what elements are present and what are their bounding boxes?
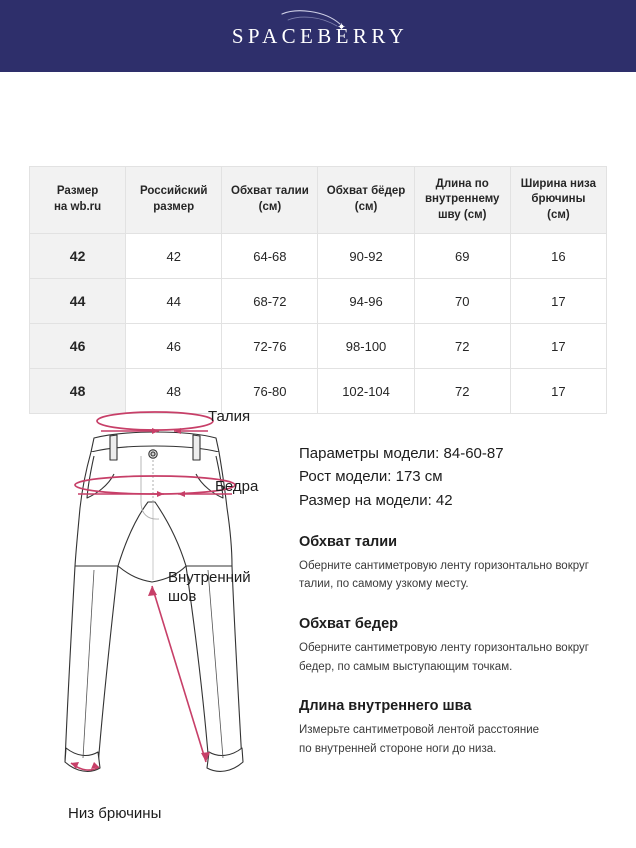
brand-logo: SPACEBERRY [228,10,409,58]
cell-wb-size: 46 [28,323,127,369]
instruction-line: по внутренней стороне ноги до низа. [299,742,497,755]
table-body: 42 42 64-68 90-92 69 16 44 44 68-72 94-9… [28,233,608,414]
instruction-title: Длина внутреннего шва [299,698,472,715]
col-header-wb-size: Размер на wb.ru [28,166,127,234]
col-header-line: шву (см) [437,208,487,221]
waist-measure-ellipse [96,411,214,434]
instruction-hips: Обхват бедер Оберните сантиметровую лент… [299,616,611,676]
instruction-body: Измерьте сантиметровой лентой расстояние… [299,721,611,758]
cell-russian-size: 42 [125,233,223,279]
cell-hips: 98-100 [317,323,415,369]
hem-measure-arrow [70,762,100,771]
site-header: SPACEBERRY [0,0,636,72]
col-header-line: внутреннему [424,193,500,206]
instruction-inseam: Длина внутреннего шва Измерьте сантиметр… [299,698,611,758]
table-row: 46 46 72-76 98-100 72 17 [28,323,608,369]
cell-russian-size: 48 [125,368,223,414]
measurement-guide-section: Талия Бедра Внутренний шов Низ брючины П… [0,390,636,848]
hips-measure-ellipse [74,475,236,497]
cell-hem-width: 16 [509,233,608,279]
instruction-line: талии, по самому узкому месту. [299,578,469,591]
size-table: Размер на wb.ru Российский размер Обхват… [28,166,608,414]
col-header-line: Обхват бёдер [326,185,406,198]
cell-waist: 68-72 [221,278,319,324]
cell-waist: 72-76 [221,323,319,369]
col-header-inseam: Длина по внутреннему шву (см) [413,166,511,234]
cell-inseam: 70 [413,278,511,324]
col-header-hips: Обхват бёдер (см) [317,166,415,234]
model-params: Параметры модели: 84-60-87 [299,445,504,462]
cell-inseam: 72 [413,368,511,414]
instruction-body: Оберните сантиметровую ленту горизонталь… [299,639,611,676]
instruction-waist: Обхват талии Оберните сантиметровую лент… [299,534,611,594]
table-header: Размер на wb.ru Российский размер Обхват… [28,166,608,234]
brand-name: SPACEBERRY [231,23,409,48]
col-header-line: Длина по [435,177,489,190]
label-waist: Талия [208,408,250,425]
cell-hips: 90-92 [317,233,415,279]
instruction-line: Оберните сантиметровую ленту горизонталь… [299,642,589,654]
instruction-body: Оберните сантиметровую ленту горизонталь… [299,557,611,594]
col-header-line: на wb.ru [53,201,102,213]
cell-inseam: 72 [413,323,511,369]
label-hips: Бедра [215,478,259,495]
table-row: 44 44 68-72 94-96 70 17 [28,278,608,324]
cell-wb-size: 42 [28,233,127,279]
col-header-line: Ширина низа [520,177,596,190]
measurement-info: Параметры модели: 84-60-87 Рост модели: … [299,442,611,759]
label-hem: Низ брючины [68,805,161,822]
col-header-line: Размер [56,185,99,198]
cell-wb-size: 48 [28,368,127,414]
cell-waist: 64-68 [221,233,319,279]
size-table-container: Размер на wb.ru Российский размер Обхват… [28,166,608,414]
table-row: 48 48 76-80 102-104 72 17 [28,368,608,414]
instruction-title: Обхват бедер [299,616,399,632]
table-header-row: Размер на wb.ru Российский размер Обхват… [28,166,608,234]
inseam-measure-arrow [148,585,210,763]
col-header-line: размер [153,201,195,213]
col-header-line: (см) [354,201,378,213]
trousers-illustration: Талия Бедра Внутренний шов Низ брючины [64,408,259,822]
col-header-waist: Обхват талии (см) [221,166,319,234]
cell-russian-size: 44 [125,278,223,324]
cell-wb-size: 44 [28,278,127,324]
table-row: 42 42 64-68 90-92 69 16 [28,233,608,279]
col-header-line: Обхват талии [231,185,309,198]
cell-hips: 94-96 [317,278,415,324]
model-height: Рост модели: 173 см [299,468,443,486]
col-header-hem-width: Ширина низа брючины (см) [509,166,608,234]
col-header-line: (см) [258,201,282,213]
trousers-diagram: Талия Бедра Внутренний шов Низ брючины [56,390,296,830]
cell-hem-width: 17 [509,323,608,369]
cell-hem-width: 17 [509,278,608,324]
col-header-russian-size: Российский размер [125,166,223,234]
label-inseam-line1: Внутренний [168,569,251,586]
col-header-line: (см) [547,208,570,221]
instruction-title: Обхват талии [299,533,398,550]
cell-russian-size: 46 [125,323,223,369]
col-header-line: брючины [531,193,586,206]
instruction-line: Измерьте сантиметровой лентой расстояние [299,724,540,737]
model-size: Размер на модели: 42 [299,491,453,509]
col-header-line: Российский [139,185,208,198]
cell-inseam: 69 [413,233,511,279]
instruction-line: Оберните сантиметровую ленту горизонталь… [299,559,589,572]
instruction-line: бедер, по самым выступающим точкам. [299,660,513,673]
label-inseam-line2: шов [168,588,196,605]
cell-waist: 76-80 [221,368,319,414]
cell-hips: 102-104 [317,368,415,414]
cell-hem-width: 17 [509,368,608,414]
